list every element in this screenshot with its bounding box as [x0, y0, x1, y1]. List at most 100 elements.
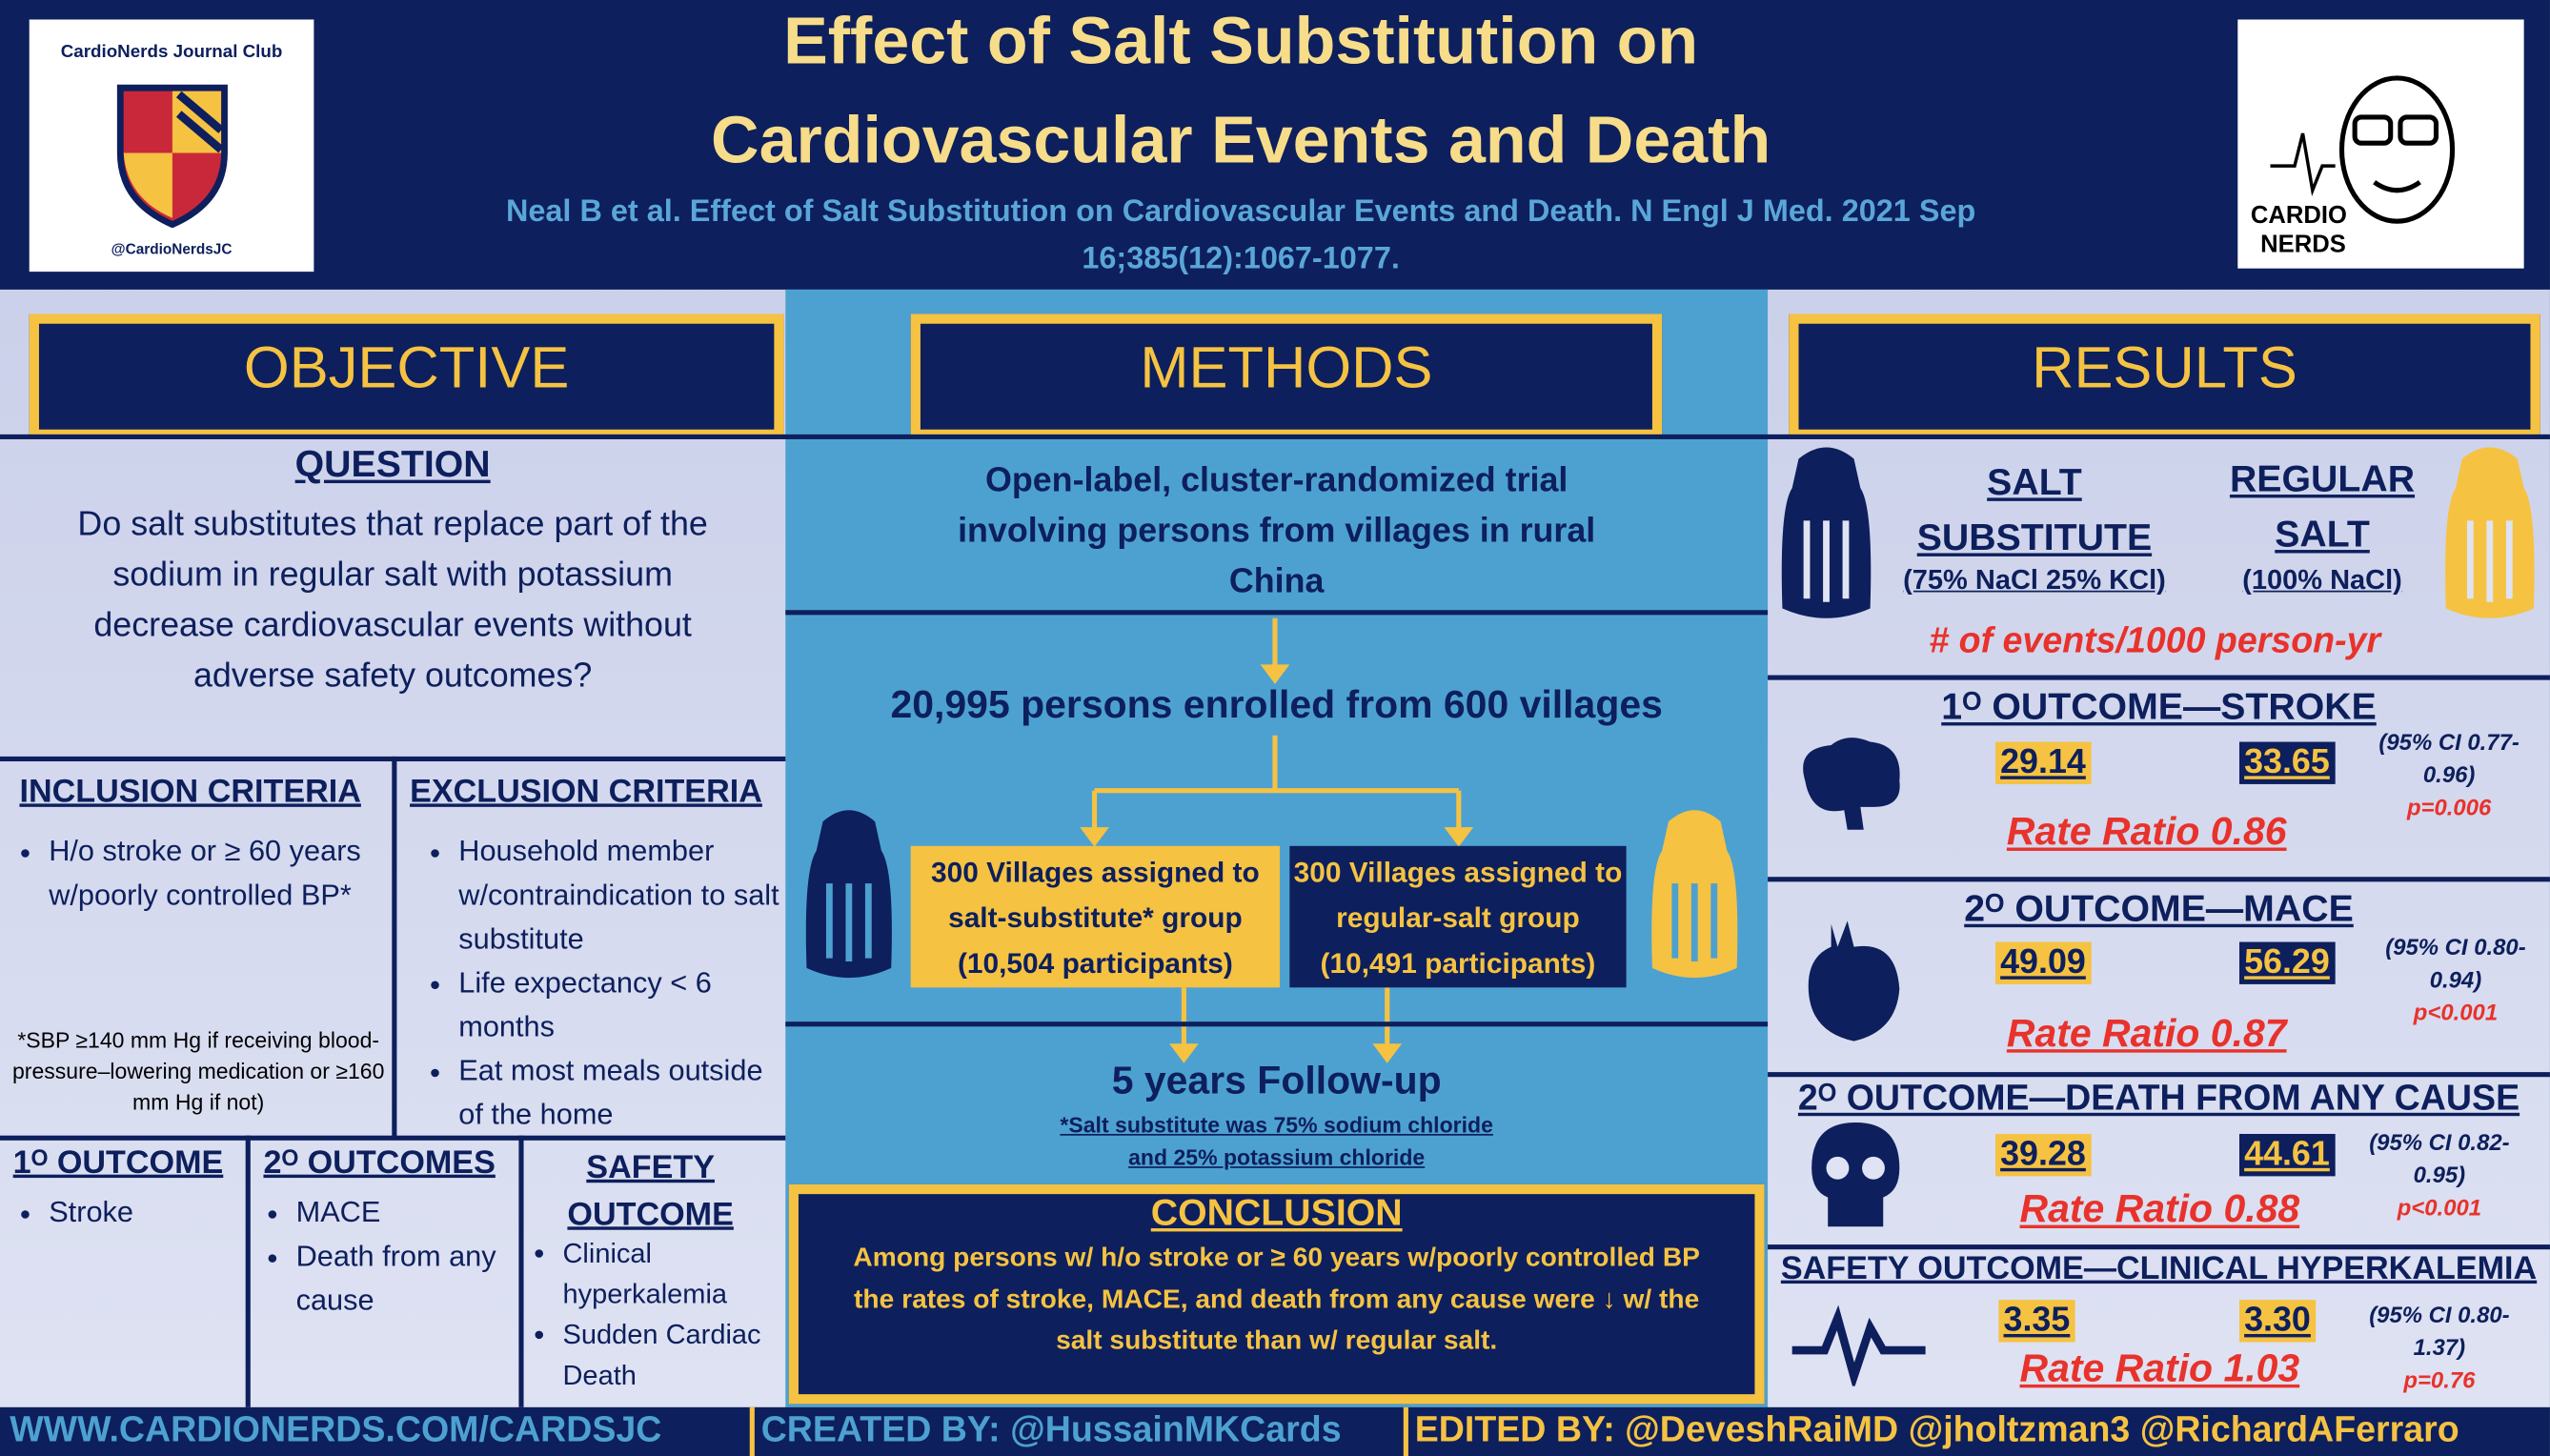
p-value: p=0.006: [2406, 794, 2492, 820]
regular-value: 56.29: [2238, 941, 2335, 984]
conclusion-text: Among persons w/ h/o stroke or ≥ 60 year…: [853, 1243, 1700, 1356]
outcome-list: MACE Death from any cause: [260, 1191, 513, 1323]
followup: 5 years Follow-up: [1111, 1059, 1442, 1103]
regular-value: 3.30: [2238, 1300, 2316, 1343]
outcome-title: 1ᴼ OUTCOME: [12, 1144, 224, 1182]
title: Cardiovascular Events and Death: [711, 102, 1771, 178]
citation: 16;385(12):1067-1077.: [1082, 242, 1400, 277]
outcome-item: MACE: [296, 1191, 513, 1235]
logo-shield: [116, 84, 228, 229]
divider: [0, 434, 2550, 439]
rate-ratio: Rate Ratio 0.86: [2006, 810, 2287, 855]
arm-box: 300 Villages assigned to salt-substitute…: [910, 845, 1281, 988]
salt-shaker-icon: [2445, 447, 2535, 618]
logo-text: CardioNerds Journal Club: [60, 42, 283, 62]
left-logo: CardioNerds Journal Club @CardioNerdsJC: [29, 19, 314, 273]
exclusion-item: Life expectancy < 6 months: [458, 961, 783, 1049]
ci-text: (95% CI 0.80-0.94): [2385, 933, 2526, 993]
regular-value: 44.61: [2238, 1133, 2335, 1177]
flow-arrows: [1169, 987, 1403, 1063]
section-heading: RESULTS: [1789, 313, 2540, 439]
methods-footnote: *Salt substitute was 75% sodium chloride…: [1060, 1112, 1493, 1170]
substitute-value: 39.28: [1994, 1133, 2091, 1177]
enrolled: 20,995 persons enrolled from 600 village…: [890, 683, 1663, 728]
inclusion-item: H/o stroke or ≥ 60 years w/poorly contro…: [49, 830, 378, 918]
outcome-list: Stroke: [13, 1191, 241, 1235]
regular-label: REGULAR SALT: [2229, 456, 2416, 556]
divider: [785, 1021, 1769, 1027]
p-value: p<0.001: [2397, 1194, 2482, 1221]
p-value: p=0.76: [2403, 1366, 2476, 1393]
pulse-icon: [1791, 1304, 1926, 1386]
confidence-interval: (95% CI 0.82-0.95) p<0.001: [2358, 1125, 2521, 1223]
units: # of events/1000 person-yr: [1929, 619, 2381, 661]
divider: [518, 1135, 524, 1407]
rate-ratio: Rate Ratio 0.87: [2006, 1011, 2287, 1057]
footer-separator: [1403, 1406, 1408, 1456]
footer: [0, 1406, 2550, 1456]
outcome-title: 2ᴼ OUTCOMES: [263, 1144, 496, 1182]
question-title: QUESTION: [294, 442, 491, 485]
outcome-title: 2ᴼ OUTCOME—MACE: [1964, 886, 2354, 929]
exclusion-list: Household member w/contraindication to s…: [423, 830, 784, 1138]
right-logo: CARDIO NERDS: [2237, 19, 2524, 269]
outcome-title: SAFETY OUTCOME—CLINICAL HYPERKALEMIA: [1780, 1250, 2538, 1287]
citation: Neal B et al. Effect of Salt Substitutio…: [505, 194, 1976, 230]
rate-ratio: Rate Ratio 0.88: [2019, 1187, 2300, 1232]
logo-handle: @CardioNerdsJC: [111, 240, 233, 257]
outcome-title: SAFETY OUTCOME: [567, 1150, 734, 1234]
substitute-value: 49.09: [1994, 941, 2091, 984]
ci-text: (95% CI 0.82-0.95): [2369, 1128, 2510, 1188]
skull-icon: [1811, 1122, 1900, 1227]
exclusion-item: Household member w/contraindication to s…: [458, 830, 783, 961]
confidence-interval: (95% CI 0.80-0.94) p<0.001: [2375, 931, 2538, 1028]
logo-text: CARDIO: [2250, 201, 2347, 230]
footnote: *SBP ≥140 mm Hg if receiving blood-press…: [11, 1028, 385, 1115]
divider: [1768, 1244, 2550, 1250]
ci-text: (95% CI 0.80-1.37): [2369, 1301, 2510, 1361]
footer-separator: [749, 1406, 755, 1456]
confidence-interval: (95% CI 0.80-1.37) p=0.76: [2358, 1298, 2521, 1395]
divider: [1768, 877, 2550, 882]
divider: [785, 610, 1769, 616]
footer-edited: EDITED BY: @DeveshRaiMD @jholtzman3 @Ric…: [1414, 1408, 2459, 1450]
arm-box: 300 Villages assigned to regular-salt gr…: [1289, 845, 1627, 988]
inclusion-title: INCLUSION CRITERIA: [19, 774, 361, 811]
title: Effect of Salt Substitution on: [783, 3, 1699, 78]
regular-detail: (100% NaCl): [2242, 564, 2402, 596]
outcome-title: 1ᴼ OUTCOME—STROKE: [1941, 684, 2377, 728]
header: [0, 0, 2550, 290]
regular-value: 33.65: [2238, 741, 2335, 784]
inclusion-list: H/o stroke or ≥ 60 years w/poorly contro…: [13, 830, 379, 918]
substitute-value: 3.35: [1998, 1300, 2075, 1343]
exclusion-item: Eat most meals outside of the home: [458, 1049, 783, 1137]
ci-text: (95% CI 0.77-0.96): [2378, 728, 2520, 788]
logo-heart: [2270, 75, 2456, 224]
divider: [245, 1135, 251, 1407]
substitute-value: 29.14: [1994, 741, 2091, 784]
divider: [0, 1135, 786, 1141]
salt-shaker-icon: [1651, 810, 1738, 979]
section-heading: METHODS: [910, 313, 1663, 439]
outcome-title: 2ᴼ OUTCOME—DEATH FROM ANY CAUSE: [1797, 1077, 2520, 1118]
salt-shaker-icon: [1781, 447, 1872, 618]
footer-created: CREATED BY: @HussainMKCards: [760, 1408, 1342, 1450]
design: Open-label, cluster-randomized trial inv…: [958, 461, 1596, 600]
p-value: p<0.001: [2413, 999, 2499, 1025]
outcome-item: Clinical hyperkalemia: [562, 1233, 787, 1314]
brain-icon: [1803, 738, 1900, 830]
conclusion-title: CONCLUSION: [1150, 1190, 1403, 1234]
divider: [1768, 675, 2550, 680]
substitute-label: SALT SUBSTITUTE: [1916, 460, 2153, 558]
divider: [1768, 1072, 2550, 1078]
footer-website: WWW.CARDIONERDS.COM/CARDSJC: [10, 1408, 662, 1450]
outcome-list: Clinical hyperkalemia Sudden Cardiac Dea…: [527, 1233, 787, 1396]
flow-arrows: [1080, 617, 1474, 847]
heart-icon: [1808, 920, 1900, 1041]
outcome-item: Stroke: [49, 1191, 240, 1235]
substitute-detail: (75% NaCl 25% KCl): [1903, 564, 2166, 596]
question: Do salt substitutes that replace part of…: [77, 505, 708, 696]
logo-text: NERDS: [2260, 231, 2346, 259]
